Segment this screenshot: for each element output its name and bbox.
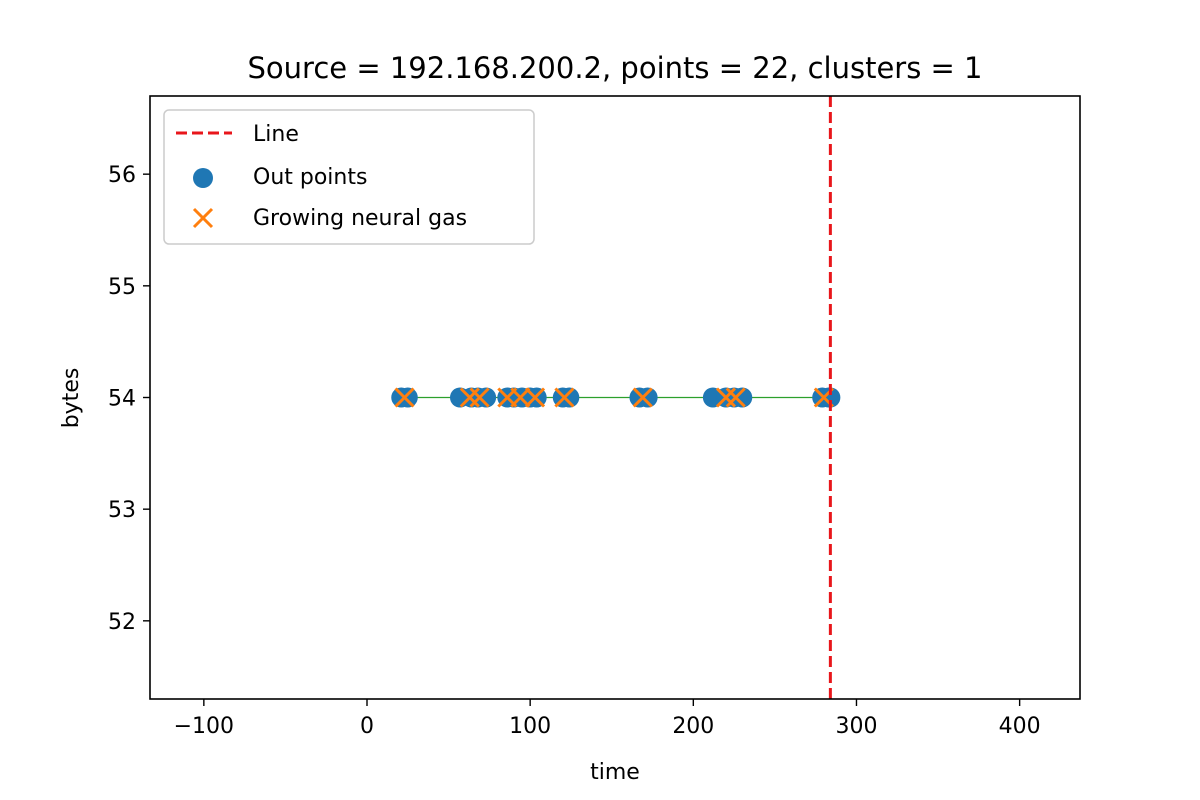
ticks: −100 0 100 200 300 400 52 53 54 55 56 xyxy=(108,163,1041,739)
x-axis-label: time xyxy=(590,760,640,785)
gng-node xyxy=(632,387,653,408)
x-tick-label: 100 xyxy=(509,714,551,739)
y-tick-label: 53 xyxy=(108,498,136,523)
legend-box xyxy=(163,109,535,245)
out-point xyxy=(476,387,497,408)
out-point xyxy=(559,387,580,408)
y-axis-label: bytes xyxy=(59,368,84,429)
plot-area xyxy=(391,96,841,699)
gng-node xyxy=(554,387,575,408)
gng-node xyxy=(394,387,415,408)
gng-node xyxy=(459,387,480,408)
chart-title: Source = 192.168.200.2, points = 22, clu… xyxy=(248,51,983,85)
legend-out-points-swatch xyxy=(193,168,213,188)
legend-label-out-points: Out points xyxy=(253,165,367,190)
gng-node xyxy=(469,387,490,408)
y-tick-label: 54 xyxy=(108,387,136,412)
x-tick-label: 400 xyxy=(999,714,1041,739)
legend-label-growing-neural-gas: Growing neural gas xyxy=(253,206,467,231)
out-point xyxy=(637,387,658,408)
out-point xyxy=(732,387,753,408)
gng-node xyxy=(725,387,746,408)
out-point xyxy=(397,387,418,408)
legend-label-line: Line xyxy=(253,122,299,147)
x-tick-label: 200 xyxy=(672,714,714,739)
gng-node xyxy=(715,387,737,408)
gng-node xyxy=(510,387,531,408)
legend-gng-swatch xyxy=(192,207,214,229)
x-tick-label: −100 xyxy=(174,714,234,739)
y-tick-label: 52 xyxy=(108,610,136,635)
legend: Line Out points Growing neural gas xyxy=(163,109,535,245)
gng-node xyxy=(524,387,546,408)
x-tick-label: 300 xyxy=(835,714,877,739)
y-tick-label: 55 xyxy=(108,275,136,300)
out-point xyxy=(820,387,841,408)
x-tick-label: 0 xyxy=(360,714,374,739)
y-tick-label: 56 xyxy=(108,163,136,188)
